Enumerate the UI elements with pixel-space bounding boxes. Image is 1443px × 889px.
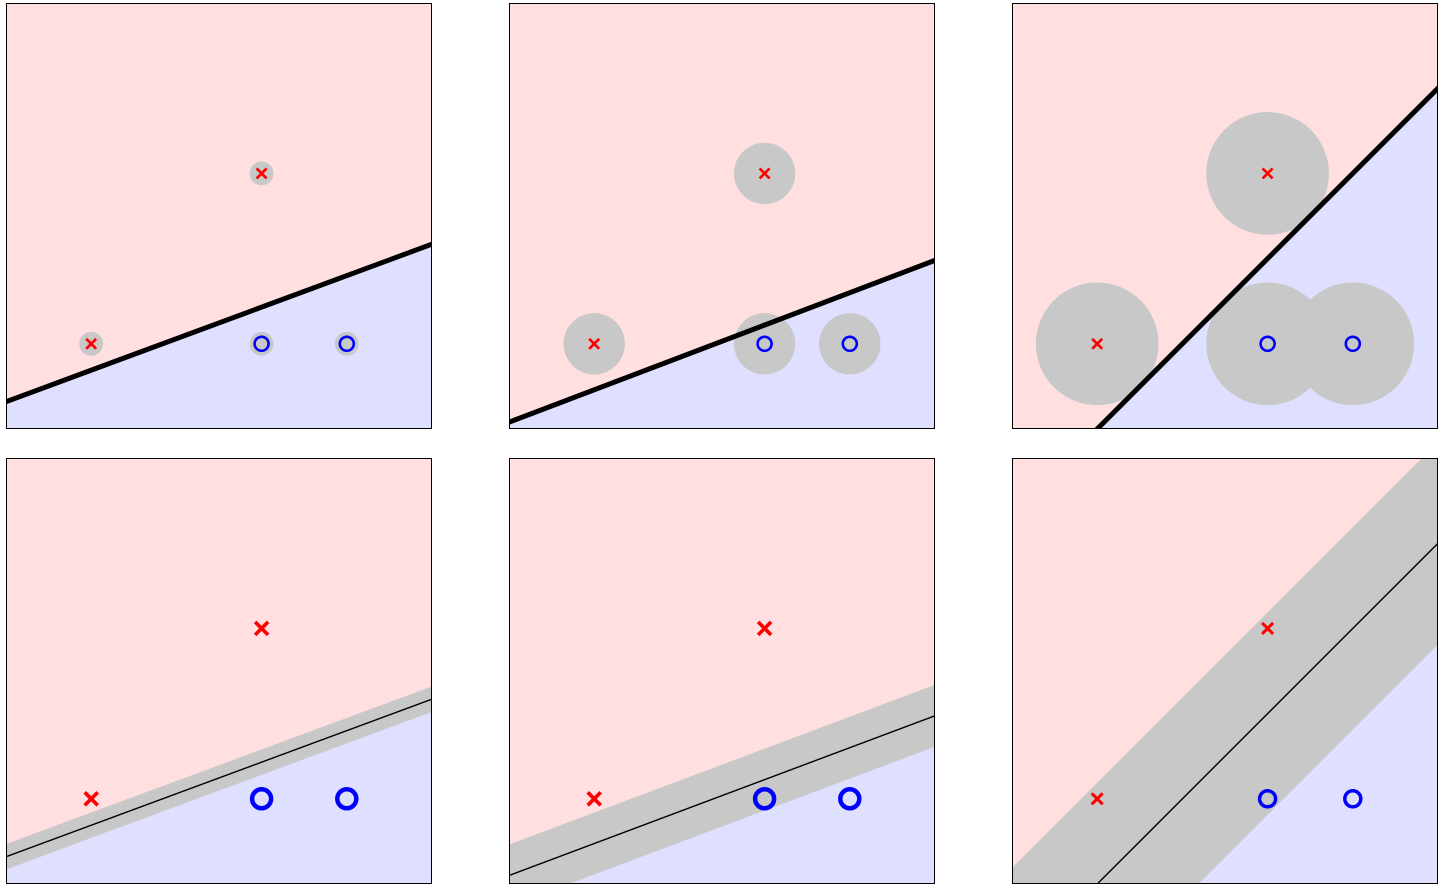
panel-r2c3 (1012, 458, 1438, 884)
noise-ball (249, 331, 274, 356)
negative-o-marker (1344, 335, 1362, 353)
noise-ball (819, 313, 881, 375)
positive-x-marker (255, 167, 268, 180)
negative-o-marker (841, 335, 859, 353)
positive-x-marker (756, 620, 773, 637)
negative-o-marker (838, 787, 862, 811)
positive-x-marker (586, 791, 602, 807)
decision-boundary (509, 257, 935, 425)
positive-x-marker (1090, 792, 1104, 806)
negative-o-marker (1259, 335, 1276, 353)
positive-region (509, 458, 935, 876)
positive-x-marker (253, 620, 270, 637)
noise-ball (1206, 282, 1329, 406)
panel-frame (6, 458, 432, 884)
negative-o-marker (756, 335, 773, 353)
margin-band (509, 684, 935, 884)
negative-o-marker (752, 787, 777, 811)
positive-x-marker (588, 337, 601, 350)
noise-ball (334, 331, 359, 356)
negative-o-marker (1343, 789, 1363, 809)
decision-boundary (1093, 84, 1438, 429)
negative-o-marker (249, 787, 274, 811)
positive-x-marker (1261, 167, 1274, 180)
panel-plot (1012, 458, 1438, 884)
positive-x-marker (1091, 337, 1104, 350)
positive-region (509, 3, 935, 423)
negative-o-marker (1257, 789, 1278, 809)
decision-boundary (6, 241, 432, 405)
decision-boundary (509, 714, 935, 877)
positive-region (6, 3, 432, 402)
panel-frame (1012, 3, 1438, 429)
panel-frame (1012, 458, 1438, 884)
positive-x-marker (1261, 621, 1275, 635)
panel-plot (509, 3, 935, 429)
panel-plot (1012, 3, 1438, 429)
panel-frame (509, 458, 935, 884)
panel-r1c3 (1012, 3, 1438, 429)
noise-ball (1291, 282, 1415, 406)
panel-plot (509, 458, 935, 884)
decision-boundary (1096, 542, 1438, 884)
panel-r2c2 (509, 458, 935, 884)
margin-band (1012, 458, 1438, 884)
negative-region (6, 244, 432, 429)
negative-o-marker (338, 335, 356, 353)
panel-frame (6, 3, 432, 429)
positive-x-marker (85, 337, 98, 350)
positive-x-marker (83, 791, 99, 807)
decision-boundary (6, 698, 432, 858)
positive-region (6, 458, 432, 857)
negative-o-marker (253, 335, 270, 353)
negative-o-marker (335, 787, 359, 811)
panel-r2c1 (6, 458, 432, 884)
positive-x-marker (758, 167, 771, 180)
panel-plot (6, 458, 432, 884)
noise-ball (733, 313, 796, 375)
panel-frame (509, 3, 935, 429)
panel-r1c1 (6, 3, 432, 429)
panel-plot (6, 3, 432, 429)
panel-r1c2 (509, 3, 935, 429)
